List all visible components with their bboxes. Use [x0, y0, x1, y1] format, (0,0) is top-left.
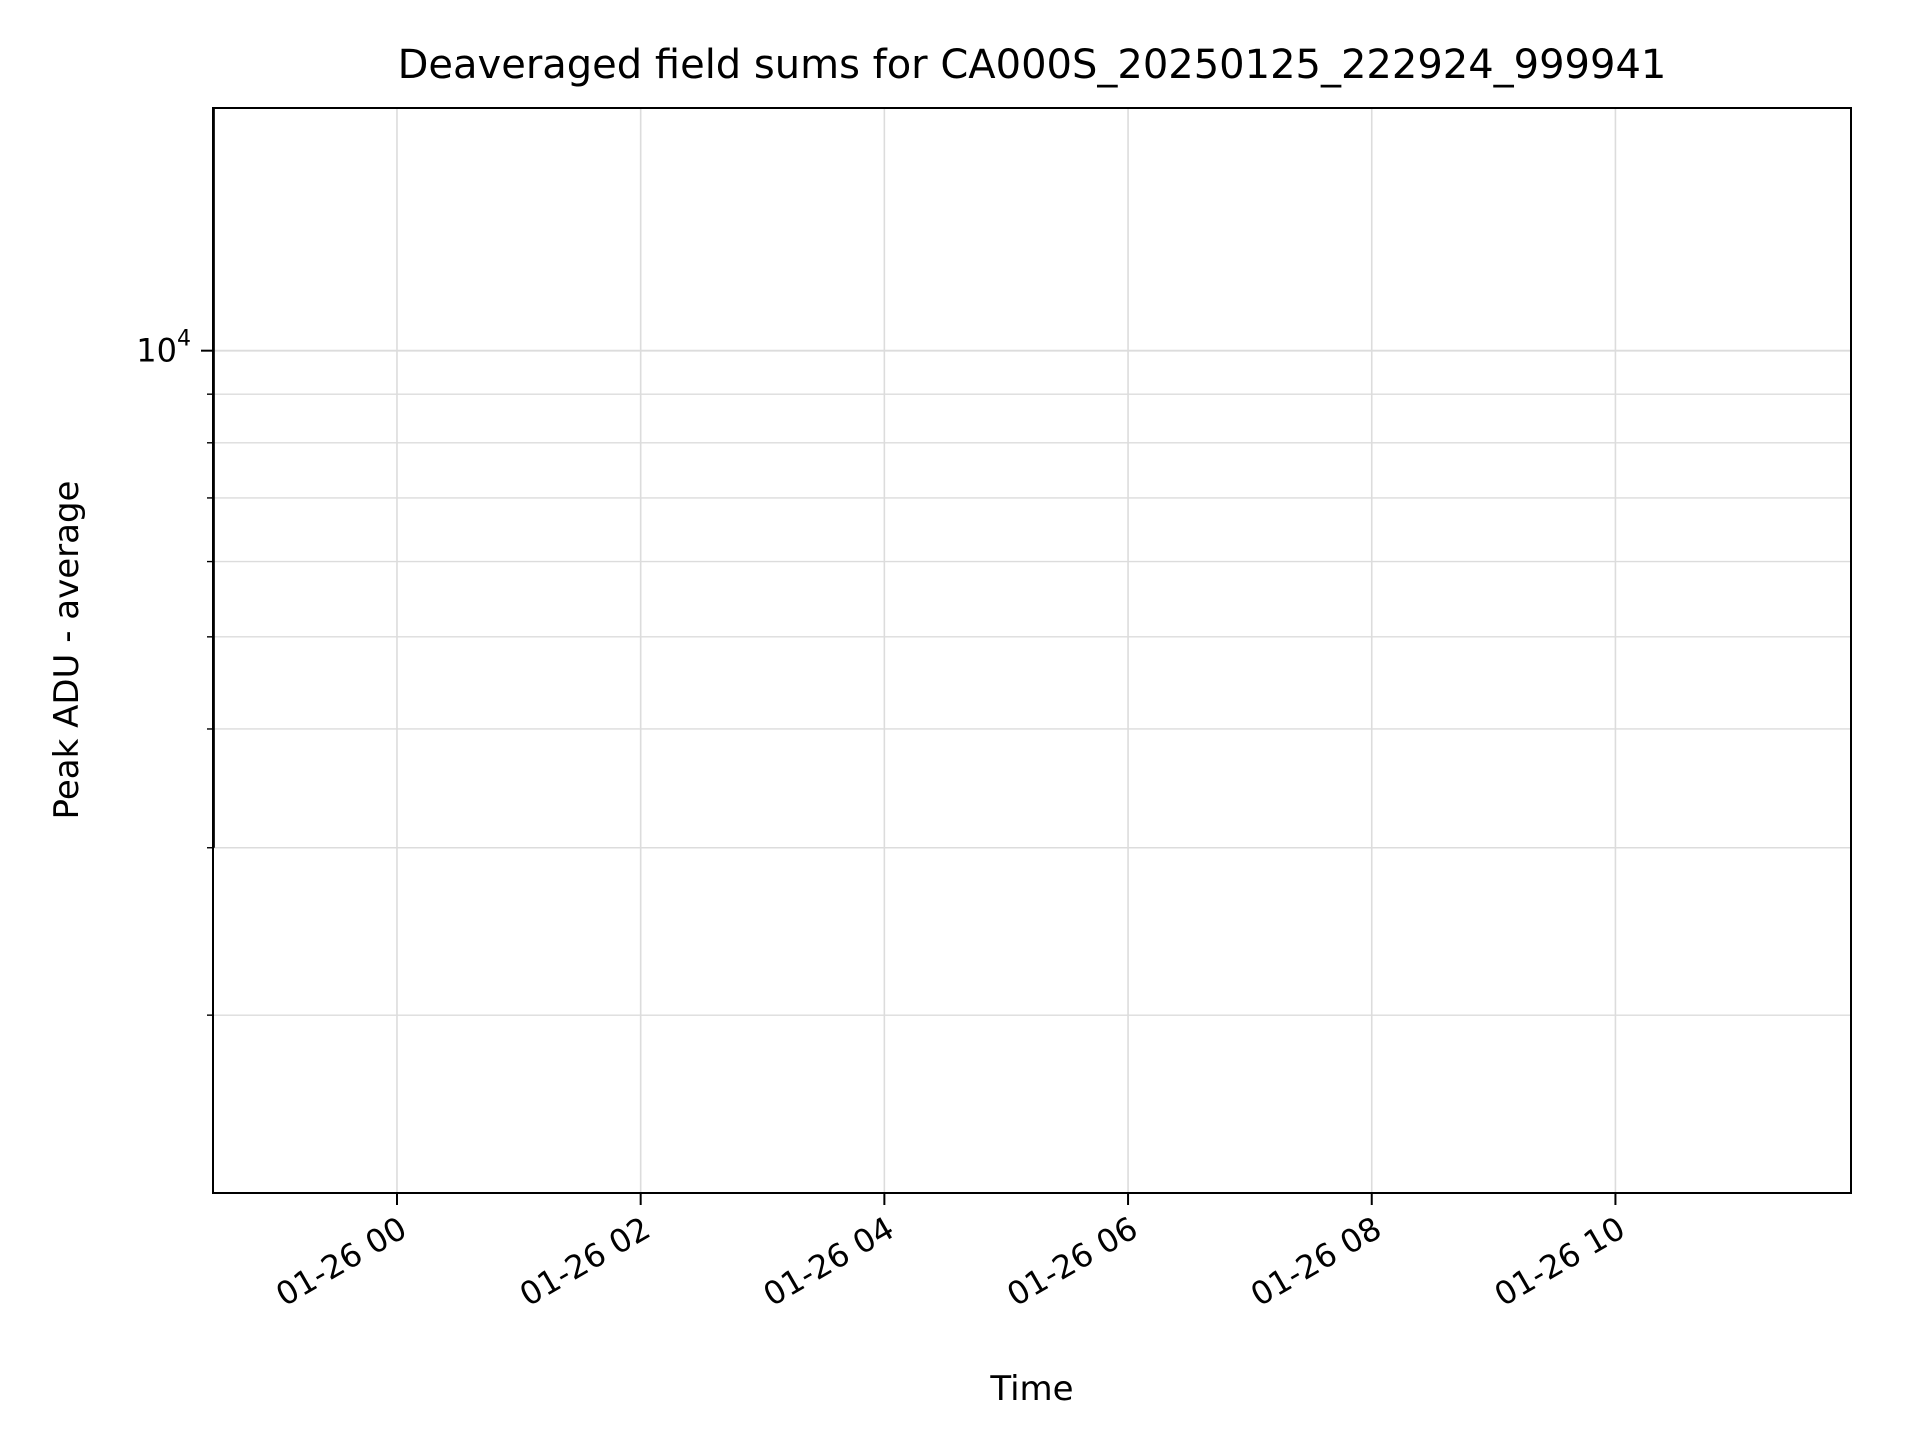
y-tick-base: 10 [136, 332, 177, 370]
x-axis-label: Time [989, 1369, 1073, 1409]
chart-title: Deaveraged field sums for CA000S_2025012… [398, 42, 1667, 88]
y-axis-label: Peak ADU - average [47, 481, 87, 820]
grid-layer [213, 108, 1851, 1193]
y-tick-exponent: 4 [177, 327, 191, 352]
plot-frame [212, 107, 1852, 1194]
y-tick-label: 104 [136, 327, 191, 370]
